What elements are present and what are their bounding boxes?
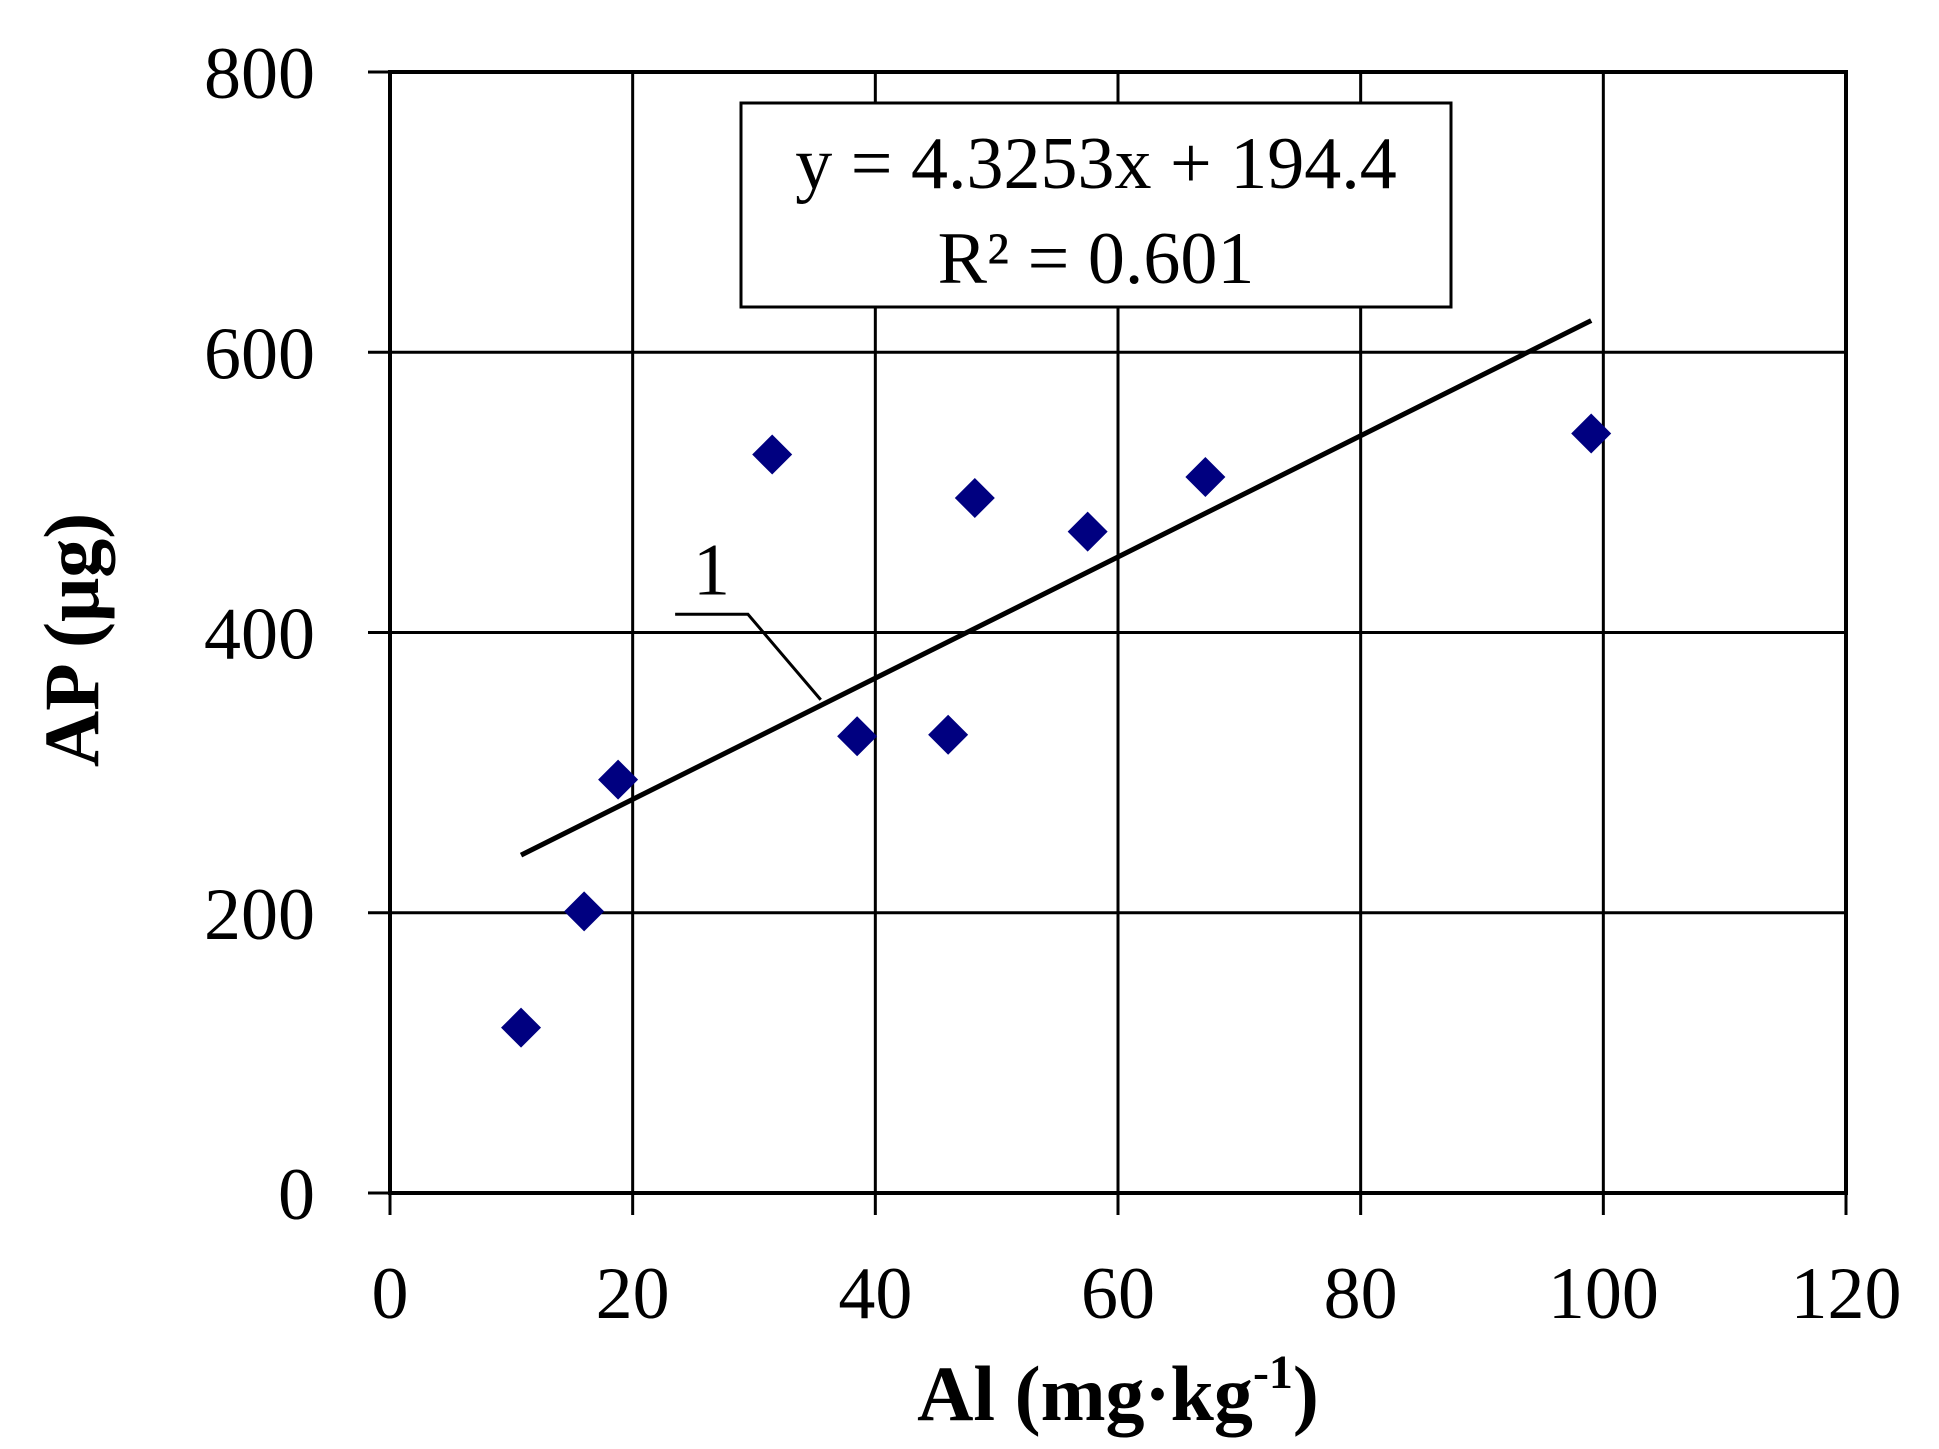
data-point	[564, 891, 605, 932]
y-tick-label: 600	[204, 313, 315, 395]
y-tick-label: 200	[204, 874, 315, 956]
data-point	[1067, 511, 1108, 552]
y-axis-label: AP (μg)	[28, 513, 115, 767]
x-axis-label: Al (mg·kg-1)	[917, 1346, 1319, 1437]
x-axis-label-superscript: -1	[1253, 1346, 1293, 1399]
r-squared-label: R² = 0.601	[938, 218, 1255, 300]
x-axis-label-close: )	[1293, 1350, 1319, 1437]
x-tick-label: 0	[372, 1253, 409, 1335]
data-point	[837, 716, 878, 757]
x-tick-labels: 0 20 40 60 80 100 120	[372, 1253, 1902, 1335]
y-tick-label: 800	[204, 33, 315, 115]
annotation-label: 1	[693, 529, 730, 611]
annotation-leader-line	[675, 612, 822, 701]
x-tick-label: 100	[1548, 1253, 1659, 1335]
x-tick-label: 40	[838, 1253, 912, 1335]
data-point	[501, 1007, 542, 1048]
x-axis-label-text: Al (mg·kg	[917, 1350, 1253, 1437]
data-point	[752, 434, 793, 475]
data-point	[928, 714, 969, 755]
equation-box: y = 4.3253x + 194.4 R² = 0.601	[739, 101, 1453, 309]
equation-box-frame	[739, 101, 1453, 309]
data-points	[501, 413, 1612, 1048]
x-tick-label: 80	[1324, 1253, 1398, 1335]
x-tick-label: 120	[1791, 1253, 1902, 1335]
data-point	[1185, 456, 1226, 497]
axis-ticks	[368, 70, 1848, 1215]
data-point	[1571, 413, 1612, 454]
x-tick-label: 60	[1081, 1253, 1155, 1335]
data-point	[598, 759, 639, 800]
y-tick-label: 0	[278, 1154, 315, 1236]
trendline	[519, 318, 1593, 858]
y-tick-label: 400	[204, 594, 315, 676]
y-tick-labels: 0 200 400 600 800	[204, 33, 315, 1236]
data-point	[954, 477, 995, 518]
trendline-equation: y = 4.3253x + 194.4	[795, 123, 1396, 205]
x-tick-label: 20	[596, 1253, 670, 1335]
